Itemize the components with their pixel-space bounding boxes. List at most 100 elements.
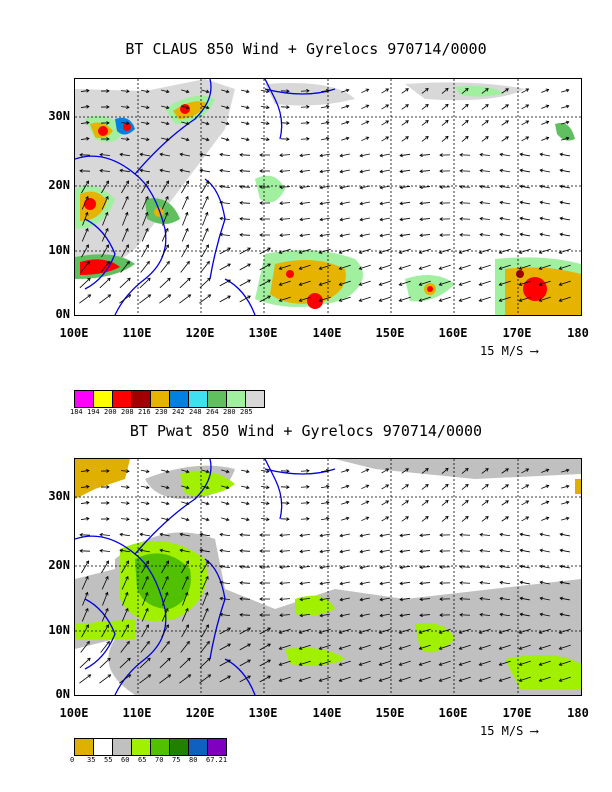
wind-vector [501, 500, 509, 506]
wind-vector [361, 136, 369, 142]
wind-vector [479, 186, 491, 188]
wind-vector-head [419, 597, 423, 602]
wind-vector-head [499, 532, 503, 537]
wind-vector-head [106, 485, 110, 489]
wind-vector [339, 248, 351, 254]
wind-vector [239, 675, 251, 683]
wind-vector [239, 614, 251, 616]
wind-vector [241, 105, 249, 109]
wind-vector-head [266, 485, 270, 490]
wind-vector-head [299, 597, 303, 602]
wind-vector-head [545, 500, 550, 505]
wind-vector [381, 516, 389, 522]
wind-vector-head [359, 565, 364, 570]
wind-vector [399, 233, 411, 237]
wind-vector [219, 614, 231, 616]
wind-vector [561, 121, 569, 125]
wind-vector-head [538, 646, 543, 650]
wind-vector-head [105, 560, 109, 564]
wind-vector [441, 136, 449, 142]
wind-vector-head [318, 250, 323, 254]
wind-vector [101, 624, 109, 638]
wind-vector [181, 121, 189, 125]
wind-vector-head [385, 468, 390, 472]
wind-vector [359, 628, 371, 634]
wind-vector-head [318, 646, 323, 650]
wind-vector [381, 484, 389, 490]
wind-vector-head [539, 184, 544, 189]
wind-vector [559, 644, 571, 650]
wind-vector-head [325, 484, 330, 489]
wind-vector-head [199, 548, 204, 553]
wind-vector-head [267, 627, 271, 631]
wind-vector-head [505, 468, 509, 472]
wind-vector [401, 104, 409, 110]
wind-vector-head [459, 168, 463, 173]
wind-vector [560, 597, 570, 601]
wind-vector [560, 201, 570, 205]
wind-vector-head [545, 468, 550, 473]
wind-vector-head [519, 548, 524, 553]
wind-vector [299, 644, 311, 650]
wind-vector-head [425, 104, 429, 108]
wind-vector-head [247, 247, 251, 251]
wind-vector-head [499, 548, 503, 553]
wind-vector-head [225, 137, 230, 142]
wind-vector-head [245, 105, 250, 110]
wind-vector [399, 660, 411, 666]
wind-vector [121, 244, 129, 258]
wind-vector-head [459, 564, 463, 569]
wind-vector [200, 533, 210, 537]
wind-vector-head [319, 169, 324, 174]
wind-vector-head [479, 532, 483, 537]
wind-vector-head [206, 260, 210, 265]
colorbar-label: 60 [121, 756, 130, 764]
wind-vector-head [207, 294, 212, 298]
wind-vector [559, 280, 571, 286]
wind-vector [499, 201, 511, 205]
wind-vector-head [325, 468, 330, 473]
wind-vector-head [85, 180, 89, 184]
wind-vector [279, 644, 291, 650]
wind-vector [299, 676, 311, 682]
wind-vector-head [438, 630, 443, 634]
wind-vector [119, 549, 131, 553]
wind-vector-head [525, 500, 530, 504]
wind-vector-head [185, 137, 190, 142]
wind-vector-head [445, 483, 449, 488]
wind-vector-head [359, 201, 364, 206]
wind-vector-head [365, 88, 370, 93]
wind-vector [82, 212, 88, 226]
wind-vector [520, 597, 530, 601]
wind-vector [201, 89, 209, 93]
wind-vector-head [458, 662, 463, 666]
wind-vector-head [419, 185, 423, 190]
panel1-xtick-120e: 120E [185, 326, 215, 340]
wind-vector [421, 516, 429, 522]
wind-vector [299, 549, 311, 553]
wind-vector [80, 122, 90, 124]
wind-vector-head [379, 233, 384, 238]
wind-vector-head [499, 216, 503, 221]
wind-vector-head [525, 484, 530, 488]
wind-vector [380, 201, 390, 205]
wind-vector-head [445, 87, 449, 92]
wind-vector [201, 228, 209, 242]
wind-vector [181, 469, 189, 473]
wind-vector-head [165, 575, 169, 580]
wind-vector [200, 153, 210, 157]
wind-vector-head [165, 624, 169, 628]
wind-vector-head [425, 516, 429, 520]
wind-vector [99, 294, 111, 304]
wind-vector [139, 277, 151, 289]
wind-vector-head [85, 195, 89, 200]
wind-vector [501, 136, 509, 142]
wind-vector-head [319, 533, 324, 538]
wind-vector [221, 121, 229, 125]
wind-vector [559, 248, 571, 254]
wind-vector-head [318, 266, 323, 270]
wind-vector [141, 560, 149, 574]
wind-vector-head [227, 627, 231, 631]
wind-vector-head [478, 282, 483, 286]
wind-vector-head [365, 104, 370, 109]
